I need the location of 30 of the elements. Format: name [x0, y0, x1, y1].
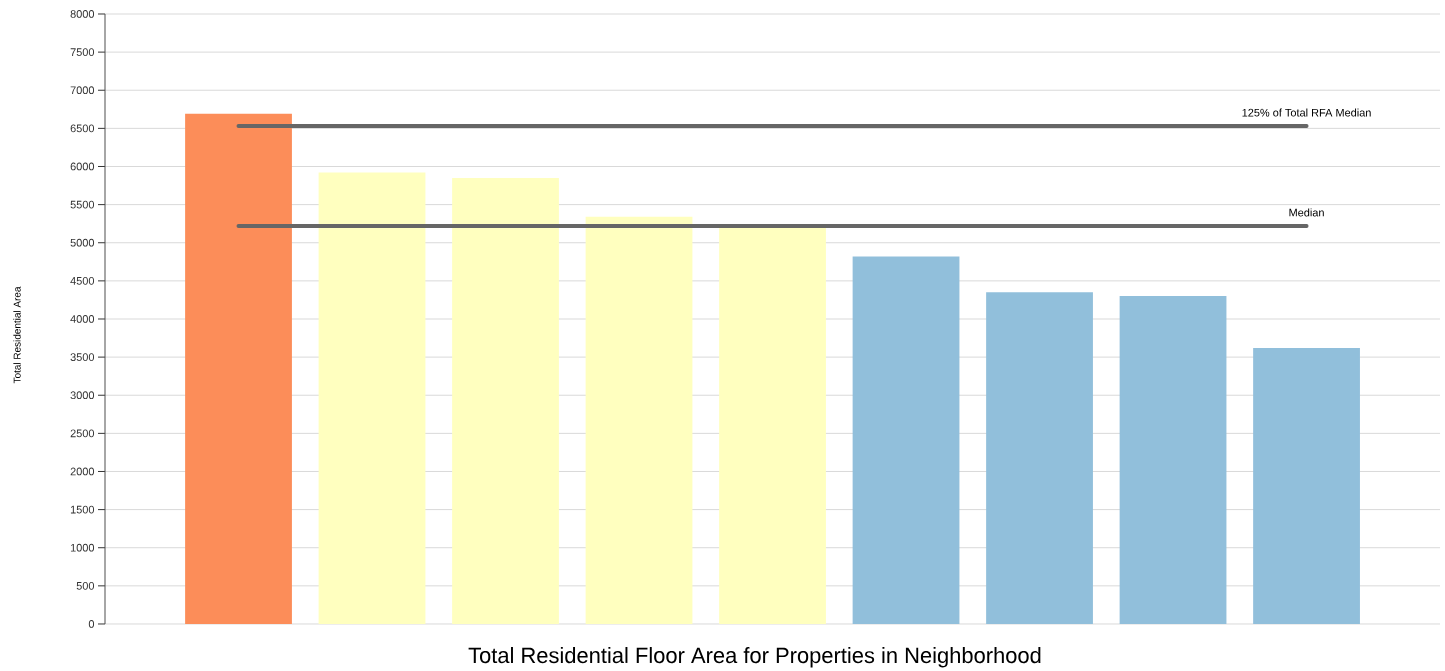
bar [852, 256, 960, 624]
bar [185, 113, 292, 624]
y-tick-label: 2500 [70, 429, 95, 438]
y-tick-label: 1500 [70, 505, 95, 514]
bar [719, 227, 826, 624]
y-tick-label: 3500 [70, 353, 95, 361]
y-tick-label: 7500 [70, 48, 95, 56]
ref-line-label: 125% of Total RFA Median [1242, 108, 1371, 117]
y-tick-label: 500 [76, 581, 95, 590]
y-tick-label: 4000 [70, 315, 95, 323]
y-tick-label: 0 [88, 620, 95, 628]
bar [585, 216, 693, 624]
y-tick-label: 5000 [70, 238, 95, 247]
text: Total Residential Floor Area for Properties in Neighborhood [468, 647, 1041, 668]
bar [1119, 296, 1227, 624]
y-axis-title: Total Residential Area [13, 286, 21, 384]
y-tick-label: 7000 [70, 86, 95, 95]
bar [452, 177, 559, 624]
y-tick-label: 2000 [70, 467, 95, 476]
y-tick-label: 4500 [70, 276, 95, 285]
bar [318, 172, 426, 624]
y-tick-label: 1000 [70, 543, 95, 552]
y-tick-label: 6500 [70, 124, 95, 133]
y-tick-label: 8000 [70, 10, 95, 18]
bar [1253, 347, 1360, 624]
bar [986, 292, 1093, 624]
y-tick-label: 3000 [70, 391, 95, 400]
ref-line-label: Median [1289, 208, 1324, 217]
y-tick-label: 5500 [70, 200, 95, 209]
y-tick-label: 6000 [70, 162, 95, 171]
